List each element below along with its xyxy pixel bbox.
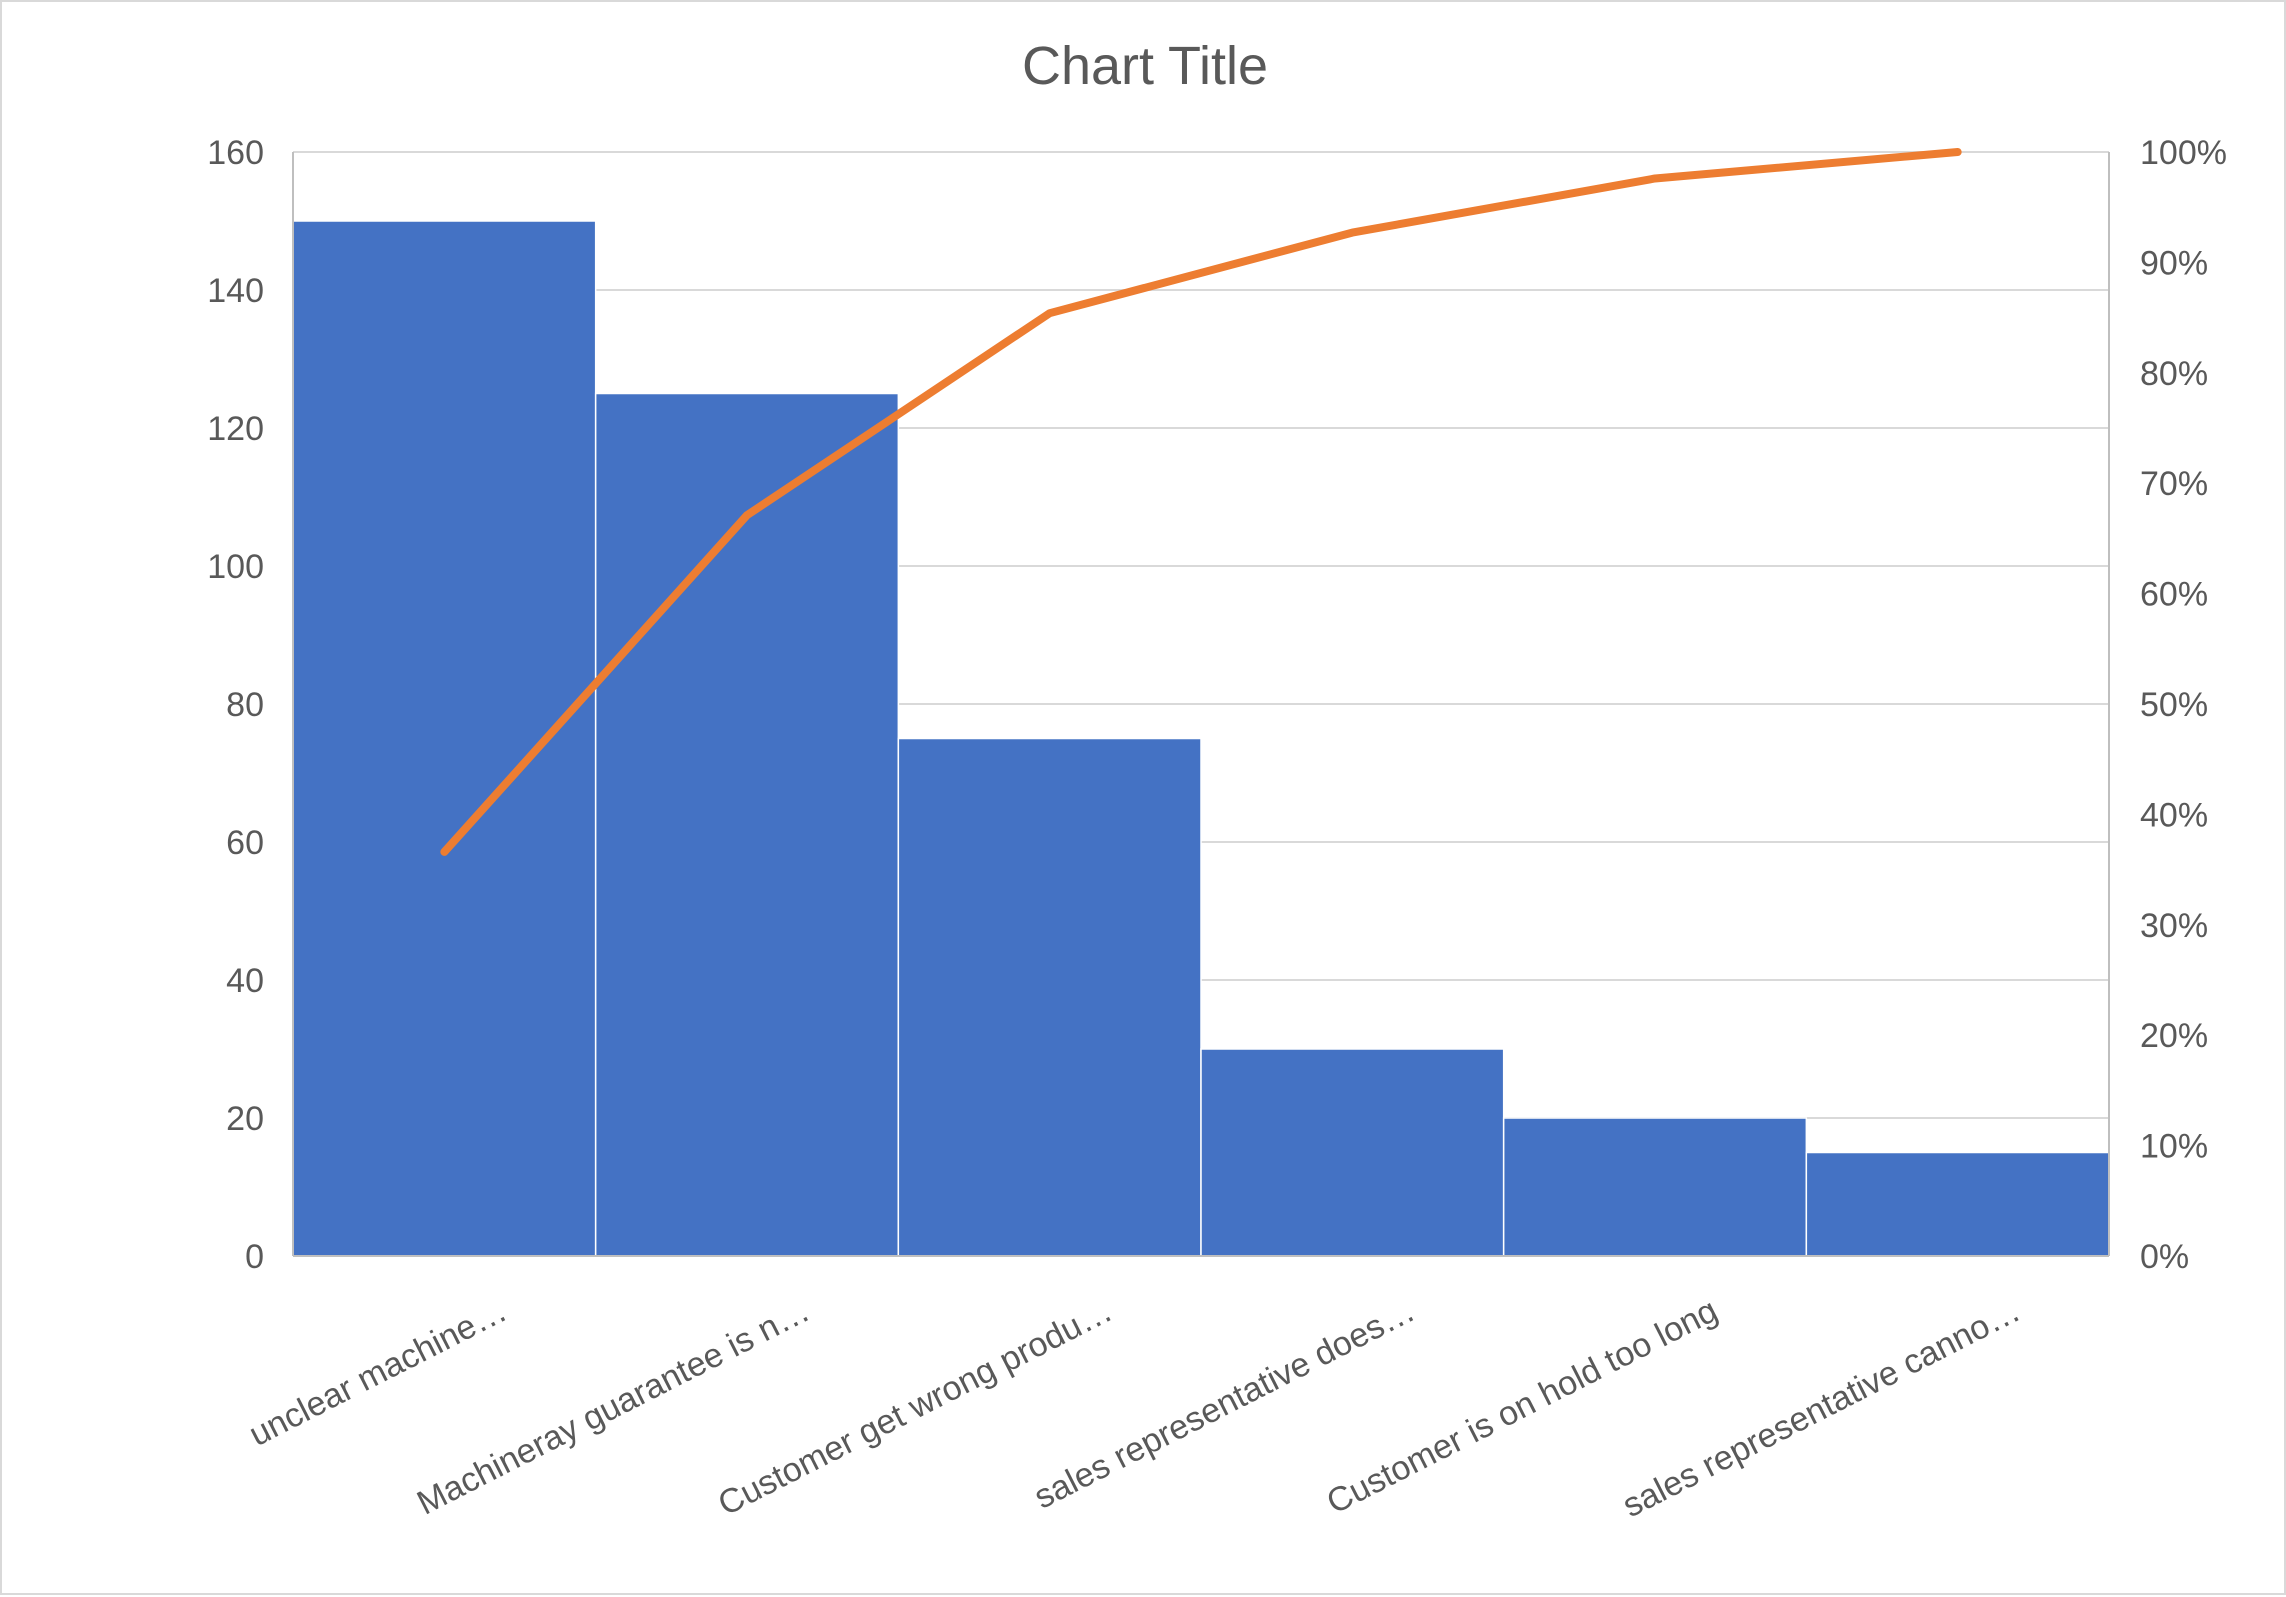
left-tick-label: 60	[226, 824, 264, 862]
bar	[1805, 1151, 2110, 1257]
left-axis-ticks: 0 20 40 60 80 100 120 140 160	[207, 134, 264, 1276]
cumulative-line	[440, 148, 1962, 856]
left-tick-label: 0	[245, 1238, 264, 1276]
chart-title: Chart Title	[1022, 36, 1268, 96]
right-tick-label: 0%	[2140, 1238, 2189, 1276]
right-tick-label: 40%	[2140, 796, 2208, 834]
cumulative-line-series	[440, 148, 1962, 856]
right-tick-label: 90%	[2140, 244, 2208, 282]
left-tick-label: 120	[207, 410, 264, 448]
axes	[292, 152, 2110, 1257]
bar	[594, 392, 900, 1257]
right-tick-label: 70%	[2140, 465, 2208, 503]
left-tick-label: 160	[207, 134, 264, 172]
bar	[897, 737, 1202, 1257]
right-axis-ticks: 0% 10% 20% 30% 40% 50% 60% 70% 80% 90% 100%	[2140, 134, 2227, 1276]
right-tick-label: 20%	[2140, 1017, 2208, 1055]
right-tick-label: 80%	[2140, 355, 2208, 393]
right-tick-label: 60%	[2140, 576, 2208, 614]
bar	[1200, 1048, 1505, 1257]
left-tick-label: 20	[226, 1100, 264, 1138]
left-tick-label: 40	[226, 962, 264, 1000]
right-tick-label: 50%	[2140, 686, 2208, 724]
bar	[1502, 1117, 1808, 1257]
right-tick-label: 30%	[2140, 907, 2208, 945]
right-tick-label: 100%	[2140, 134, 2227, 172]
right-tick-label: 10%	[2140, 1128, 2208, 1166]
bar-series	[292, 220, 2110, 1257]
category-labels: unclear machine…Machineray guarantee is …	[243, 1291, 2026, 1525]
left-tick-label: 140	[207, 272, 264, 310]
category-label: unclear machine…	[243, 1291, 513, 1454]
left-tick-label: 100	[207, 548, 264, 586]
left-tick-label: 80	[226, 686, 264, 724]
